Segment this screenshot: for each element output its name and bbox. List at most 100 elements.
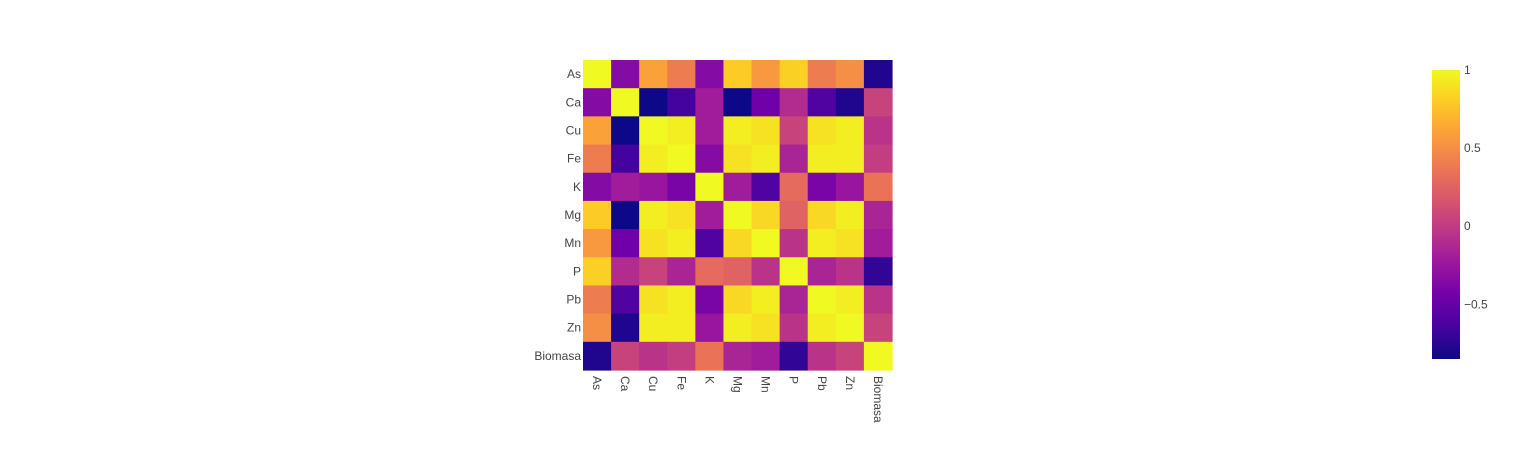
heatmap-cell-Mn-Zn <box>835 229 865 258</box>
heatmap-cell-Mn-Mg <box>723 229 753 258</box>
heatmap-cell-Biomasa-Pb <box>807 341 837 371</box>
heatmap-cell-Zn-K <box>695 313 725 343</box>
y-tick-label: Cu <box>566 123 581 137</box>
y-axis-tick-labels: As Ca Cu Fe K Mg Mn P Pb Zn Biomasa <box>534 67 581 363</box>
heatmap-cell-Cu-Mg <box>723 116 753 146</box>
heatmap-cell-Biomasa-Biomasa <box>863 341 893 371</box>
x-tick-label: Cu <box>646 376 660 391</box>
heatmap-cell-As-As <box>583 60 612 89</box>
heatmap-cell-Ca-Pb <box>807 88 837 117</box>
heatmap-cell-Pb-Zn <box>835 285 865 315</box>
colorbar-tick-label: 0 <box>1464 219 1471 233</box>
heatmap-cell-Pb-Fe <box>667 285 696 315</box>
heatmap-cell-Cu-Ca <box>611 116 640 146</box>
x-tick-label: Fe <box>674 376 688 390</box>
heatmap-cell-Mg-Biomasa <box>863 200 893 230</box>
heatmap-cell-Zn-Biomasa <box>863 313 893 343</box>
heatmap-cell-As-Mg <box>723 60 753 89</box>
heatmap-cell-Cu-Cu <box>639 116 668 146</box>
heatmap-cell-Pb-Pb <box>807 285 837 315</box>
heatmap-cell-P-Ca <box>611 257 640 287</box>
heatmap-cell-Ca-Biomasa <box>863 88 893 117</box>
colorbar-gradient <box>1432 70 1460 359</box>
y-tick-label: P <box>573 264 581 278</box>
heatmap-cell-Fe-Mn <box>751 144 781 174</box>
heatmap-cell-K-Cu <box>639 172 668 202</box>
heatmap-cell-P-Fe <box>667 257 696 287</box>
heatmap-cell-Zn-Ca <box>611 313 640 343</box>
heatmap-cell-Fe-Biomasa <box>863 144 893 174</box>
heatmap-cell-Ca-Mg <box>723 88 753 117</box>
heatmap-cell-Fe-P <box>779 144 809 174</box>
heatmap-cell-Biomasa-Mg <box>723 341 753 371</box>
heatmap-cell-Pb-P <box>779 285 809 315</box>
heatmap-cell-As-Cu <box>639 60 668 89</box>
x-tick-label: As <box>590 376 604 390</box>
heatmap-cell-Ca-Cu <box>639 88 668 117</box>
heatmap-cell-P-Zn <box>835 257 865 287</box>
colorbar-tick-label: 1 <box>1464 63 1471 77</box>
heatmap-cell-P-Mn <box>751 257 781 287</box>
heatmap-cell-Ca-P <box>779 88 809 117</box>
heatmap-cell-Biomasa-As <box>583 341 612 371</box>
heatmap-cell-Mg-P <box>779 200 809 230</box>
heatmap-cell-Mn-Fe <box>667 229 696 258</box>
heatmap-cell-Fe-Fe <box>667 144 696 174</box>
heatmap-cell-As-Fe <box>667 60 696 89</box>
heatmap-cell-K-K <box>695 172 725 202</box>
heatmap-cell-P-Biomasa <box>863 257 893 287</box>
heatmap-cell-Cu-P <box>779 116 809 146</box>
heatmap-cell-Zn-Mg <box>723 313 753 343</box>
heatmap-cell-Zn-Pb <box>807 313 837 343</box>
y-tick-label: Fe <box>567 152 581 166</box>
y-tick-label: Mn <box>564 236 581 250</box>
x-tick-label: P <box>787 376 801 384</box>
heatmap-cell-Ca-Fe <box>667 88 696 117</box>
heatmap-cell-Mn-Ca <box>611 229 640 258</box>
heatmap-cell-Zn-P <box>779 313 809 343</box>
y-tick-label: Zn <box>567 321 581 335</box>
heatmap-cell-P-Cu <box>639 257 668 287</box>
heatmap-cell-As-Pb <box>807 60 837 89</box>
heatmap-cell-Mg-K <box>695 200 725 230</box>
heatmap-cell-P-Pb <box>807 257 837 287</box>
heatmap-cell-Cu-Fe <box>667 116 696 146</box>
heatmap-cell-P-Mg <box>723 257 753 287</box>
heatmap-cell-Fe-Ca <box>611 144 640 174</box>
heatmap-cell-Mg-Ca <box>611 200 640 230</box>
heatmap-cell-Zn-As <box>583 313 612 343</box>
heatmap-cell-Mg-Fe <box>667 200 696 230</box>
y-tick-label: Pb <box>566 293 581 307</box>
heatmap-cell-Mg-Cu <box>639 200 668 230</box>
heatmap-cell-Mn-Pb <box>807 229 837 258</box>
x-tick-label: K <box>702 376 716 384</box>
heatmap-cell-K-Pb <box>807 172 837 202</box>
heatmap-cell-Pb-K <box>695 285 725 315</box>
heatmap-cell-P-P <box>779 257 809 287</box>
heatmap-cell-Mn-K <box>695 229 725 258</box>
x-tick-label: Biomasa <box>871 376 885 423</box>
heatmap-cell-Cu-Zn <box>835 116 865 146</box>
heatmap-cell-Biomasa-K <box>695 341 725 371</box>
heatmap-cell-Mn-Cu <box>639 229 668 258</box>
heatmap-cell-As-Zn <box>835 60 865 89</box>
heatmap-cell-As-Ca <box>611 60 640 89</box>
colorbar-tick-label: −0.5 <box>1464 297 1488 311</box>
x-tick-label: Mn <box>759 376 773 393</box>
heatmap-cell-Fe-Mg <box>723 144 753 174</box>
heatmap-cell-K-Ca <box>611 172 640 202</box>
heatmap-cell-As-Mn <box>751 60 781 89</box>
heatmap-cell-Ca-Ca <box>611 88 640 117</box>
heatmap-cell-Biomasa-Ca <box>611 341 640 371</box>
heatmap-cell-Mn-P <box>779 229 809 258</box>
heatmap-cell-Pb-Cu <box>639 285 668 315</box>
heatmap-cell-Pb-Ca <box>611 285 640 315</box>
heatmap-cell-Zn-Cu <box>639 313 668 343</box>
heatmap-cell-Zn-Zn <box>835 313 865 343</box>
heatmap-cell-Cu-K <box>695 116 725 146</box>
heatmap-cell-Ca-K <box>695 88 725 117</box>
y-tick-label: As <box>567 67 581 81</box>
heatmap-cell-K-Biomasa <box>863 172 893 202</box>
x-tick-label: Ca <box>618 376 632 392</box>
